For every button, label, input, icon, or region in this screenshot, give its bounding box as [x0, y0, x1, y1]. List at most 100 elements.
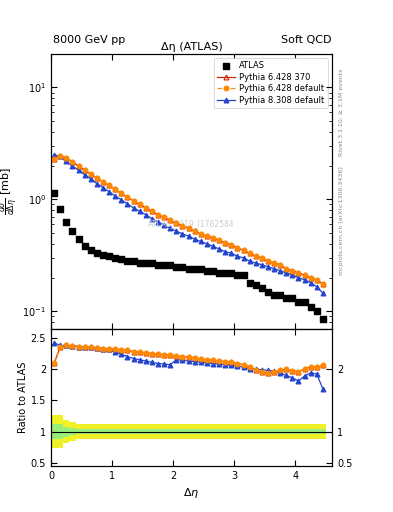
Pythia 8.308 default — [290, 272, 295, 278]
ATLAS — [198, 265, 204, 273]
ATLAS — [191, 265, 198, 273]
Pythia 6.428 370 — [137, 201, 142, 207]
X-axis label: $\Delta\eta$: $\Delta\eta$ — [184, 486, 200, 500]
Pythia 8.308 default — [211, 243, 215, 249]
ATLAS — [271, 291, 277, 299]
Text: mcplots.cern.ch [arXiv:1306.3436]: mcplots.cern.ch [arXiv:1306.3436] — [339, 166, 344, 274]
Pythia 6.428 370 — [58, 153, 62, 159]
Text: ATLAS_2019_I1762584: ATLAS_2019_I1762584 — [148, 220, 235, 229]
Pythia 6.428 370 — [174, 220, 179, 226]
ATLAS — [179, 263, 185, 271]
ATLAS — [246, 279, 253, 287]
Pythia 8.308 default — [58, 153, 62, 159]
Pythia 6.428 370 — [259, 255, 264, 261]
Pythia 6.428 default — [125, 194, 130, 200]
Text: 8000 GeV pp: 8000 GeV pp — [53, 35, 125, 45]
ATLAS — [296, 298, 302, 307]
Pythia 6.428 default — [180, 223, 185, 229]
Pythia 6.428 default — [290, 268, 295, 274]
Pythia 6.428 370 — [284, 266, 288, 272]
Pythia 6.428 370 — [302, 272, 307, 278]
Pythia 6.428 default — [241, 247, 246, 253]
Pythia 6.428 370 — [223, 240, 228, 246]
Pythia 8.308 default — [284, 270, 288, 276]
ATLAS — [106, 252, 112, 260]
Pythia 8.308 default — [259, 262, 264, 268]
Pythia 8.308 default — [229, 250, 234, 257]
Pythia 6.428 default — [64, 155, 69, 161]
Pythia 8.308 default — [241, 255, 246, 261]
Pythia 8.308 default — [64, 158, 69, 164]
Pythia 6.428 370 — [52, 156, 57, 162]
Pythia 6.428 default — [321, 281, 325, 287]
Pythia 6.428 default — [149, 208, 154, 215]
Pythia 8.308 default — [156, 219, 160, 225]
Y-axis label: Ratio to ATLAS: Ratio to ATLAS — [18, 361, 28, 433]
ATLAS — [130, 257, 137, 265]
Pythia 6.428 default — [70, 159, 75, 165]
Pythia 8.308 default — [217, 246, 221, 252]
Pythia 6.428 default — [76, 163, 81, 169]
Pythia 6.428 default — [143, 205, 148, 211]
Pythia 6.428 default — [302, 272, 307, 278]
ATLAS — [100, 250, 106, 259]
Pythia 6.428 370 — [211, 235, 215, 241]
Pythia 6.428 370 — [229, 242, 234, 248]
ATLAS — [75, 235, 82, 243]
Pythia 6.428 370 — [204, 233, 209, 239]
Pythia 6.428 default — [229, 242, 234, 248]
Pythia 6.428 default — [52, 156, 57, 162]
Pythia 6.428 370 — [107, 182, 112, 188]
Pythia 6.428 370 — [198, 231, 203, 237]
Pythia 6.428 370 — [119, 190, 124, 197]
Pythia 8.308 default — [198, 239, 203, 245]
ATLAS — [167, 261, 173, 269]
Pythia 6.428 default — [113, 186, 118, 193]
Pythia 6.428 370 — [76, 163, 81, 169]
Pythia 6.428 default — [186, 225, 191, 231]
Pythia 6.428 default — [314, 277, 319, 283]
Pythia 6.428 default — [107, 182, 112, 188]
ATLAS — [69, 227, 75, 235]
Pythia 8.308 default — [95, 181, 99, 187]
ATLAS — [308, 303, 314, 311]
Pythia 8.308 default — [174, 228, 179, 234]
ATLAS — [143, 259, 149, 267]
ATLAS — [94, 249, 100, 258]
Pythia 8.308 default — [302, 277, 307, 283]
Pythia 6.428 370 — [125, 194, 130, 200]
Pythia 6.428 370 — [180, 223, 185, 229]
Pythia 6.428 default — [309, 274, 313, 281]
ATLAS — [63, 218, 70, 226]
Pythia 6.428 default — [101, 179, 105, 185]
ATLAS — [149, 259, 155, 267]
ATLAS — [234, 271, 241, 279]
Pythia 6.428 default — [162, 215, 167, 221]
Pythia 6.428 370 — [149, 208, 154, 215]
Pythia 6.428 370 — [162, 215, 167, 221]
Text: Rivet 3.1.10, ≥ 3.1M events: Rivet 3.1.10, ≥ 3.1M events — [339, 69, 344, 156]
Pythia 8.308 default — [125, 201, 130, 207]
Pythia 6.428 370 — [253, 253, 258, 259]
Pythia 6.428 370 — [247, 250, 252, 257]
Pythia 8.308 default — [76, 167, 81, 173]
Pythia 6.428 370 — [82, 167, 87, 173]
ATLAS — [320, 315, 326, 323]
ATLAS — [161, 261, 167, 269]
ATLAS — [222, 269, 228, 277]
Pythia 8.308 default — [82, 172, 87, 178]
Pythia 6.428 default — [192, 228, 197, 234]
Pythia 6.428 370 — [95, 175, 99, 181]
Pythia 8.308 default — [70, 163, 75, 169]
Pythia 6.428 default — [247, 250, 252, 257]
Pythia 8.308 default — [107, 188, 112, 195]
Pythia 6.428 default — [278, 262, 283, 268]
ATLAS — [118, 255, 125, 264]
Pythia 6.428 default — [174, 220, 179, 226]
Pythia 6.428 370 — [131, 198, 136, 204]
ATLAS — [57, 205, 63, 213]
Pythia 6.428 default — [131, 198, 136, 204]
Pythia 6.428 370 — [296, 270, 301, 276]
Pythia 8.308 default — [113, 193, 118, 199]
Pythia 8.308 default — [296, 274, 301, 281]
